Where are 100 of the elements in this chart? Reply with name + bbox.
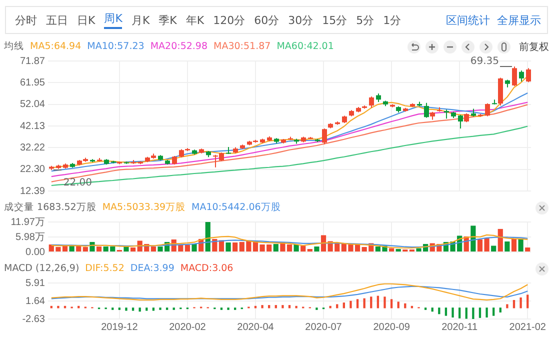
bar [300, 246, 306, 252]
bar [491, 246, 496, 252]
bar [350, 300, 352, 308]
text: 分时 [15, 12, 37, 28]
x-tick-label: 2020-02 [169, 322, 206, 333]
bar [314, 246, 320, 252]
y-tick-label: 1.64 [26, 296, 46, 307]
y-tick-label: 32.22 [20, 142, 46, 154]
bar [226, 242, 231, 252]
bar [320, 235, 326, 252]
bar [146, 308, 148, 311]
bar [273, 244, 278, 252]
text: 月K [131, 12, 150, 28]
bar [336, 304, 338, 308]
text: MA5:64.94 [30, 41, 82, 52]
bar [329, 306, 332, 308]
bar [452, 308, 454, 318]
bar [82, 246, 88, 252]
text: 周K [104, 11, 122, 29]
candlestick [485, 102, 490, 117]
candlestick [512, 66, 517, 87]
bar [512, 300, 516, 308]
text: MA10:57.23 [87, 41, 144, 52]
y-tick-label: 5.91 [26, 278, 46, 289]
text: 日K [77, 12, 96, 28]
x-tick-label: 2020-09 [373, 322, 410, 333]
bar [356, 299, 359, 308]
bar [520, 297, 522, 308]
bar [232, 242, 238, 252]
bar [370, 296, 372, 308]
candlestick [526, 68, 531, 83]
bar [397, 302, 400, 308]
bar [57, 306, 60, 308]
x-tick-label: 2021-02 [509, 322, 546, 333]
text: 60分 [254, 12, 280, 28]
text: MA20:52.98 [150, 41, 208, 52]
y-tick-label: 71.87 [20, 56, 46, 67]
bar [486, 308, 488, 318]
text: 15分 [322, 12, 348, 28]
bar [205, 222, 210, 252]
bar [218, 240, 224, 252]
text: 120分 [213, 12, 246, 28]
candlestick [519, 70, 524, 82]
bar [506, 304, 508, 308]
legend-title: 成交量 1683.52万股 [4, 201, 96, 214]
text: MA10:5442.06万股 [192, 201, 281, 214]
bar [518, 238, 524, 252]
text: MACD:3.06 [180, 263, 234, 274]
legend-title: MACD (12,26,9) [4, 263, 80, 274]
y-tick-label: 61.95 [20, 77, 46, 88]
bar [478, 308, 482, 318]
bar [282, 305, 284, 308]
annotation: 69.35 [470, 56, 499, 68]
y-tick-label: 12.39 [20, 186, 46, 197]
y-tick-label: 52.04 [20, 99, 46, 110]
candlestick [458, 114, 463, 129]
bar [498, 228, 503, 252]
candlestick [424, 102, 429, 118]
bar [504, 241, 510, 252]
bar [152, 308, 155, 311]
bar [458, 308, 461, 318]
bar [470, 226, 476, 252]
text: 1分 [383, 12, 402, 28]
bar [261, 305, 264, 308]
bar [307, 248, 312, 252]
bar [438, 308, 440, 314]
y-tick-label: -2.63 [22, 314, 46, 325]
text: 年K [186, 12, 204, 28]
bar [511, 238, 517, 252]
bar [138, 308, 141, 312]
bar [184, 244, 190, 252]
candlestick [369, 96, 374, 108]
bar [150, 246, 156, 252]
text: 五日 [46, 12, 68, 28]
x-tick-label: 2019-12 [101, 322, 138, 333]
text: DEA:3.99 [130, 263, 174, 274]
x-tick-label: 2020-04 [237, 322, 274, 333]
bar [396, 248, 401, 252]
x-tick-label: 2020-07 [305, 322, 342, 333]
bar [492, 308, 495, 316]
text: 5分 [356, 12, 374, 28]
bar [125, 308, 128, 311]
bar [390, 299, 393, 308]
text: DIF:5.52 [85, 263, 124, 274]
y-tick-label: 5.98万 [16, 232, 45, 243]
bar [465, 308, 468, 319]
bar [132, 308, 134, 311]
text: 区间统计 全屏显示 [446, 14, 541, 26]
legend-title: 均线 [4, 40, 24, 53]
text: 30分 [288, 12, 314, 28]
x-tick-label: 2020-11 [442, 322, 478, 333]
text: 季K [158, 12, 177, 28]
bar [472, 308, 474, 319]
bar [499, 308, 502, 312]
bar [286, 244, 292, 252]
bar [294, 244, 299, 252]
bar [295, 306, 298, 308]
bar [192, 244, 197, 252]
bar [384, 296, 386, 308]
bar [96, 246, 102, 252]
